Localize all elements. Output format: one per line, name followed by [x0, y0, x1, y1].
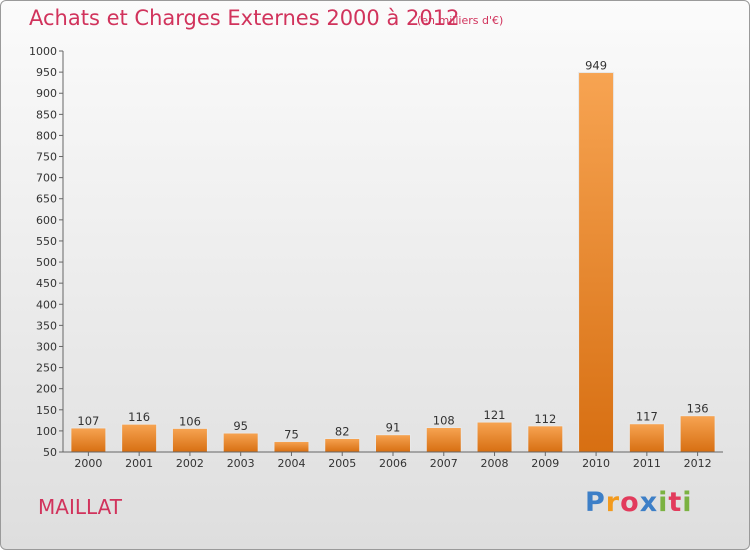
bar [121, 423, 158, 453]
x-tick-label: 2012 [684, 457, 712, 470]
bar-value-label: 112 [534, 412, 556, 426]
bar-value-label: 108 [433, 414, 455, 428]
bar [476, 421, 513, 453]
y-tick-label: 100 [36, 425, 57, 438]
bar-value-label: 136 [687, 402, 709, 416]
bar-value-label: 75 [284, 427, 299, 441]
bar [527, 425, 564, 453]
y-tick-label: 50 [43, 446, 57, 459]
bar-value-label: 121 [484, 408, 506, 422]
x-tick-label: 2003 [227, 457, 255, 470]
y-tick-label: 650 [36, 193, 57, 206]
brand-letter: o [620, 487, 640, 518]
y-tick-label: 550 [36, 235, 57, 248]
bar [628, 423, 665, 453]
bar-value-label: 82 [335, 424, 350, 438]
brand-letter: i [658, 487, 669, 518]
x-tick-label: 2005 [328, 457, 356, 470]
bar [578, 72, 615, 453]
bar [324, 437, 361, 453]
chart-subtitle: (en milliers d'€) [417, 14, 504, 27]
y-tick-label: 200 [36, 383, 57, 396]
x-tick-label: 2009 [531, 457, 559, 470]
y-tick-label: 850 [36, 108, 57, 121]
x-tick-label: 2008 [481, 457, 509, 470]
bar [70, 427, 107, 453]
y-tick-label: 250 [36, 362, 57, 375]
bar [679, 415, 716, 453]
x-tick-label: 2011 [633, 457, 661, 470]
brand-letter: i [682, 487, 693, 518]
bar-value-label: 91 [386, 421, 401, 435]
y-tick-label: 300 [36, 340, 57, 353]
x-tick-label: 2006 [379, 457, 407, 470]
y-tick-label: 800 [36, 129, 57, 142]
bar-value-label: 107 [77, 414, 99, 428]
brand-letter: x [639, 487, 659, 518]
brand-letter: t [668, 487, 683, 518]
bar-value-label: 116 [128, 410, 150, 424]
bar-value-label: 95 [233, 419, 248, 433]
y-tick-label: 750 [36, 151, 57, 164]
x-tick-label: 2002 [176, 457, 204, 470]
chart-title: Achats et Charges Externes 2000 à 2012 [29, 6, 460, 30]
brand-letter: P [585, 487, 606, 518]
y-tick-label: 1000 [29, 45, 57, 58]
x-tick-label: 2010 [582, 457, 610, 470]
bar [425, 427, 462, 453]
brand-logo: Proxiti [585, 487, 693, 518]
y-tick-label: 950 [36, 66, 57, 79]
x-tick-label: 2004 [277, 457, 305, 470]
x-tick-label: 2007 [430, 457, 458, 470]
bar [375, 434, 411, 453]
y-tick-label: 700 [36, 172, 57, 185]
y-tick-label: 450 [36, 277, 57, 290]
commune-name: MAILLAT [38, 495, 122, 519]
x-tick-label: 2001 [125, 457, 153, 470]
bar-value-label: 106 [179, 414, 201, 428]
y-tick-label: 400 [36, 298, 57, 311]
brand-letter: r [605, 487, 621, 518]
y-tick-label: 350 [36, 319, 57, 332]
y-tick-label: 500 [36, 256, 57, 269]
y-tick-label: 150 [36, 404, 57, 417]
bar-value-label: 117 [636, 410, 658, 424]
bar [222, 432, 259, 453]
bar [273, 440, 310, 453]
bar-value-label: 949 [585, 59, 607, 73]
x-tick-label: 2000 [74, 457, 102, 470]
y-tick-label: 600 [36, 214, 57, 227]
bar [171, 427, 208, 453]
y-tick-label: 900 [36, 87, 57, 100]
